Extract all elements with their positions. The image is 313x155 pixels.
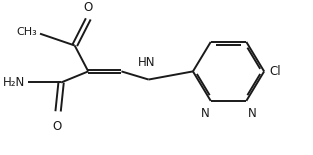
Text: HN: HN <box>138 56 156 69</box>
Text: H₂N: H₂N <box>3 76 25 89</box>
Text: Cl: Cl <box>269 65 281 78</box>
Text: O: O <box>84 1 93 14</box>
Text: N: N <box>201 107 209 120</box>
Text: O: O <box>52 120 61 133</box>
Text: N: N <box>248 107 257 120</box>
Text: CH₃: CH₃ <box>16 27 37 37</box>
